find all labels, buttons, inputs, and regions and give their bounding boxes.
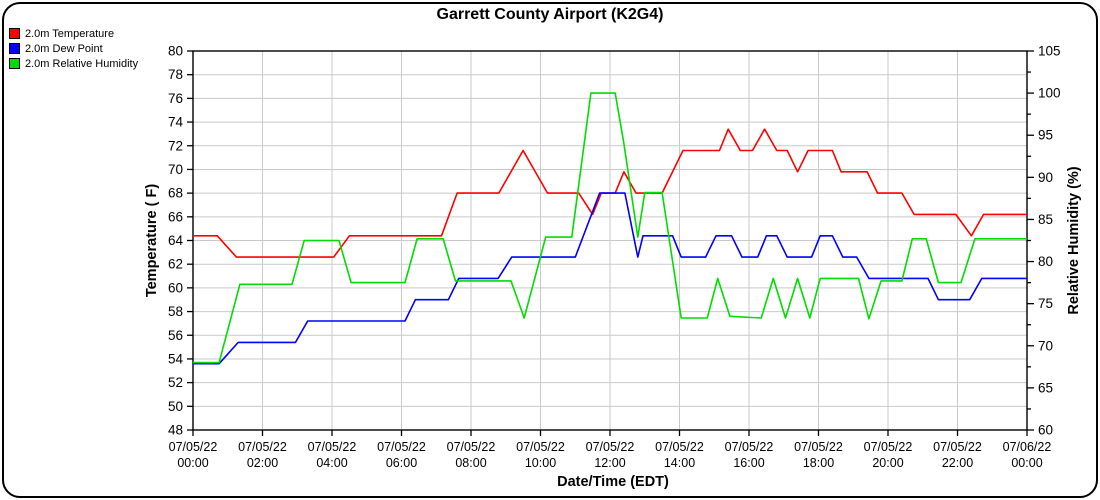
dew-point-swatch-icon [9, 43, 20, 54]
x-tick-date-label: 07/05/22 [238, 440, 287, 454]
x-tick-date-label: 07/05/22 [933, 440, 982, 454]
relative-humidity-line [193, 92, 1027, 364]
relative-humidity-swatch-icon [9, 58, 20, 69]
x-tick-date-label: 07/05/22 [586, 440, 635, 454]
temp-tick-label: 76 [168, 91, 183, 106]
legend-item-temperature: 2.0m Temperature [9, 26, 138, 41]
temp-tick-label: 70 [168, 162, 183, 177]
x-axis-title: Date/Time (EDT) [557, 474, 669, 490]
x-tick-time-label: 12:00 [594, 456, 625, 470]
dew-point-line [193, 192, 1027, 365]
x-tick-time-label: 08:00 [455, 456, 486, 470]
temp-tick-label: 72 [168, 138, 183, 153]
x-tick-date-label: 07/05/22 [377, 440, 426, 454]
rh-tick-label: 80 [1038, 254, 1053, 269]
x-tick-time-label: 22:00 [942, 456, 973, 470]
rh-tick-label: 60 [1038, 423, 1053, 438]
x-tick-date-label: 07/05/22 [516, 440, 565, 454]
x-tick-date-label: 07/05/22 [169, 440, 218, 454]
page-title: Garrett County Airport (K2G4) [436, 6, 664, 23]
temp-tick-label: 48 [168, 423, 183, 438]
rh-tick-label: 65 [1038, 380, 1053, 395]
rh-tick-label: 75 [1038, 296, 1053, 311]
temp-tick-label: 60 [168, 280, 183, 295]
temp-tick-label: 74 [168, 115, 184, 130]
legend-label: 2.0m Dew Point [25, 42, 103, 55]
rh-tick-label: 85 [1038, 212, 1053, 227]
x-tick-time-label: 00:00 [1011, 456, 1042, 470]
legend-item-relative-humidity: 2.0m Relative Humidity [9, 56, 138, 71]
temp-tick-label: 50 [168, 399, 183, 414]
rh-tick-label: 95 [1038, 128, 1053, 143]
x-tick-time-label: 18:00 [803, 456, 834, 470]
legend-label: 2.0m Relative Humidity [25, 57, 139, 70]
rh-axis-title: Relative Humidity (%) [1066, 166, 1082, 314]
x-tick-date-label: 07/05/22 [864, 440, 913, 454]
temp-tick-label: 80 [168, 44, 183, 59]
x-tick-time-label: 16:00 [733, 456, 764, 470]
x-tick-time-label: 20:00 [872, 456, 903, 470]
temp-tick-label: 52 [168, 375, 183, 390]
temp-tick-label: 66 [168, 209, 183, 224]
x-tick-time-label: 00:00 [177, 456, 208, 470]
x-tick-time-label: 04:00 [316, 456, 347, 470]
x-tick-date-label: 07/05/22 [447, 440, 496, 454]
x-tick-date-label: 07/05/22 [655, 440, 704, 454]
x-tick-time-label: 14:00 [664, 456, 695, 470]
rh-tick-label: 70 [1038, 338, 1053, 353]
temp-tick-label: 56 [168, 328, 183, 343]
temp-tick-label: 68 [168, 186, 183, 201]
temp-tick-label: 64 [168, 233, 184, 248]
temperature-swatch-icon [9, 28, 20, 39]
temperature-line [193, 128, 1027, 258]
x-tick-time-label: 06:00 [386, 456, 417, 470]
temp-tick-label: 58 [168, 304, 183, 319]
temp-tick-label: 78 [168, 67, 183, 82]
temp-axis-title: Temperature ( F) [144, 184, 160, 298]
rh-tick-label: 100 [1038, 86, 1061, 101]
x-tick-date-label: 07/05/22 [725, 440, 774, 454]
rh-tick-label: 90 [1038, 170, 1053, 185]
temp-tick-label: 62 [168, 257, 183, 272]
x-tick-date-label: 07/06/22 [1003, 440, 1052, 454]
x-tick-time-label: 10:00 [525, 456, 556, 470]
legend: 2.0m Temperature 2.0m Dew Point 2.0m Rel… [9, 26, 138, 71]
legend-label: 2.0m Temperature [25, 27, 115, 40]
x-tick-time-label: 02:00 [247, 456, 278, 470]
rh-tick-label: 105 [1038, 44, 1061, 59]
legend-item-dew-point: 2.0m Dew Point [9, 41, 138, 56]
temp-tick-label: 54 [168, 351, 184, 366]
x-tick-date-label: 07/05/22 [794, 440, 843, 454]
x-tick-date-label: 07/05/22 [308, 440, 357, 454]
